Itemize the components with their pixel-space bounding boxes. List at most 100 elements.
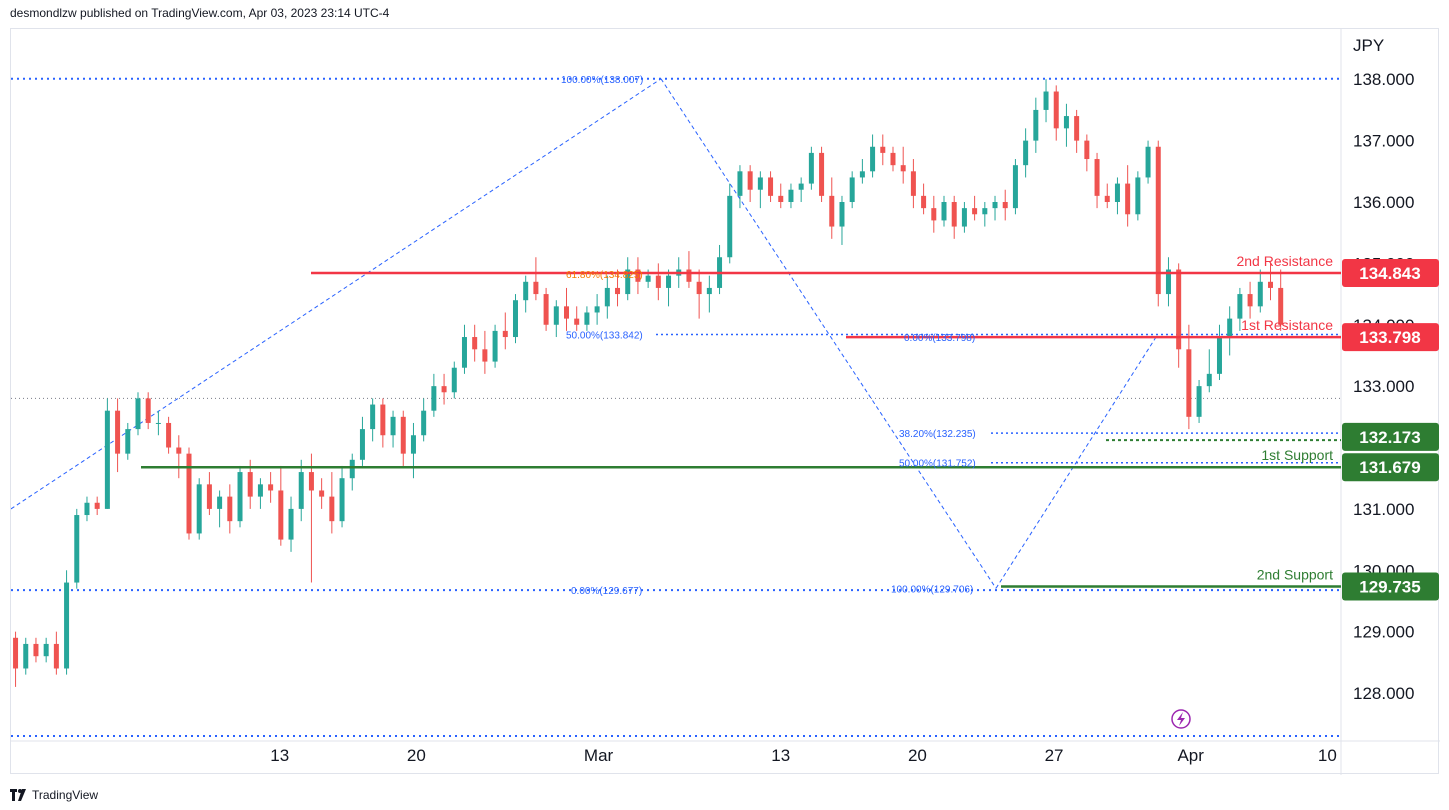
candle-body[interactable] bbox=[543, 294, 549, 325]
candle-body[interactable] bbox=[1247, 294, 1253, 307]
candle-body[interactable] bbox=[972, 208, 978, 215]
candle-body[interactable] bbox=[1104, 195, 1110, 202]
candle-body[interactable] bbox=[778, 195, 784, 202]
candle-body[interactable] bbox=[1043, 91, 1049, 110]
candle-body[interactable] bbox=[584, 312, 590, 325]
candle-body[interactable] bbox=[1012, 165, 1018, 209]
candle-body[interactable] bbox=[615, 287, 621, 295]
candle-body[interactable] bbox=[523, 281, 529, 301]
candle-body[interactable] bbox=[890, 152, 896, 166]
candle-body[interactable] bbox=[910, 171, 916, 196]
candle-body[interactable] bbox=[247, 472, 253, 497]
candle-body[interactable] bbox=[278, 490, 284, 540]
support-1-price-badge[interactable] bbox=[1342, 453, 1439, 482]
candle-body[interactable] bbox=[349, 459, 355, 479]
candle-body[interactable] bbox=[257, 484, 263, 497]
resistance-1-price-badge[interactable] bbox=[1342, 323, 1439, 352]
candle-body[interactable] bbox=[1237, 294, 1243, 319]
candle-body[interactable] bbox=[115, 410, 121, 454]
lightning-icon[interactable] bbox=[1171, 709, 1191, 729]
candle-body[interactable] bbox=[1063, 116, 1069, 129]
candle-body[interactable] bbox=[492, 330, 498, 362]
candle-body[interactable] bbox=[135, 398, 141, 430]
candle-body[interactable] bbox=[237, 472, 243, 522]
candle-body[interactable] bbox=[1216, 337, 1222, 374]
candle-body[interactable] bbox=[574, 318, 580, 325]
candle-body[interactable] bbox=[13, 637, 19, 669]
candle-body[interactable] bbox=[880, 146, 886, 153]
candle-body[interactable] bbox=[931, 208, 937, 221]
candle-body[interactable] bbox=[23, 643, 29, 669]
candle-body[interactable] bbox=[1145, 146, 1151, 178]
candle-body[interactable] bbox=[1033, 109, 1039, 141]
candle-body[interactable] bbox=[788, 189, 794, 202]
candle-body[interactable] bbox=[686, 269, 692, 282]
candle-body[interactable] bbox=[64, 582, 70, 669]
candle-body[interactable] bbox=[166, 422, 172, 448]
candle-body[interactable] bbox=[298, 472, 304, 509]
candle-body[interactable] bbox=[472, 337, 478, 350]
candle-body[interactable] bbox=[747, 171, 753, 190]
candle-body[interactable] bbox=[451, 367, 457, 393]
candle-body[interactable] bbox=[512, 300, 518, 338]
candle-body[interactable] bbox=[319, 490, 325, 497]
candle-body[interactable] bbox=[104, 410, 110, 509]
candle-body[interactable] bbox=[206, 484, 212, 509]
candle-body[interactable] bbox=[961, 208, 967, 227]
candle-body[interactable] bbox=[268, 484, 274, 491]
candle-body[interactable] bbox=[1125, 183, 1131, 215]
candle-body[interactable] bbox=[564, 306, 570, 319]
candle-body[interactable] bbox=[308, 472, 314, 491]
candle-body[interactable] bbox=[125, 429, 131, 454]
candle-body[interactable] bbox=[53, 643, 59, 669]
candle-body[interactable] bbox=[410, 435, 416, 454]
candle-body[interactable] bbox=[1084, 140, 1090, 160]
candle-body[interactable] bbox=[1186, 349, 1192, 417]
candle-body[interactable] bbox=[1267, 281, 1273, 288]
candle-body[interactable] bbox=[431, 386, 437, 411]
candle-body[interactable] bbox=[1257, 281, 1263, 307]
candle-body[interactable] bbox=[604, 287, 610, 307]
candle-body[interactable] bbox=[829, 195, 835, 227]
candle-body[interactable] bbox=[900, 165, 906, 172]
candle-body[interactable] bbox=[1278, 287, 1284, 325]
candle-body[interactable] bbox=[421, 410, 427, 436]
candle-body[interactable] bbox=[400, 416, 406, 454]
candle-body[interactable] bbox=[43, 643, 49, 657]
candle-body[interactable] bbox=[533, 281, 539, 295]
candle-body[interactable] bbox=[798, 183, 804, 190]
candle-body[interactable] bbox=[1176, 269, 1182, 350]
candle-body[interactable] bbox=[74, 515, 80, 583]
candle-body[interactable] bbox=[625, 269, 631, 295]
candle-body[interactable] bbox=[757, 177, 763, 190]
price-chart[interactable]: JPY138.000137.000136.000135.000134.00013… bbox=[11, 29, 1440, 775]
candle-body[interactable] bbox=[706, 287, 712, 295]
chart-frame[interactable]: JPY138.000137.000136.000135.000134.00013… bbox=[10, 28, 1440, 775]
candle-body[interactable] bbox=[359, 429, 365, 460]
candle-body[interactable] bbox=[737, 171, 743, 196]
current-price-badge[interactable] bbox=[1342, 422, 1439, 451]
candle-body[interactable] bbox=[553, 306, 559, 325]
candle-body[interactable] bbox=[635, 269, 641, 282]
candle-body[interactable] bbox=[339, 478, 345, 522]
candle-body[interactable] bbox=[849, 177, 855, 202]
candle-body[interactable] bbox=[819, 152, 825, 196]
candle-body[interactable] bbox=[859, 171, 865, 178]
candle-body[interactable] bbox=[951, 202, 957, 227]
candle-body[interactable] bbox=[655, 275, 661, 288]
candle-body[interactable] bbox=[1155, 146, 1161, 295]
candle-body[interactable] bbox=[594, 306, 600, 313]
candle-body[interactable] bbox=[390, 416, 396, 436]
candle-body[interactable] bbox=[727, 195, 733, 258]
candle-body[interactable] bbox=[1196, 386, 1202, 417]
candle-body[interactable] bbox=[482, 349, 488, 362]
candle-body[interactable] bbox=[380, 404, 386, 436]
candle-body[interactable] bbox=[645, 275, 651, 282]
candle-body[interactable] bbox=[186, 453, 192, 534]
candle-body[interactable] bbox=[839, 202, 845, 227]
candle-body[interactable] bbox=[33, 643, 39, 657]
candle-body[interactable] bbox=[155, 422, 161, 424]
candle-body[interactable] bbox=[982, 208, 988, 215]
candle-body[interactable] bbox=[870, 146, 876, 172]
candle-body[interactable] bbox=[696, 281, 702, 295]
